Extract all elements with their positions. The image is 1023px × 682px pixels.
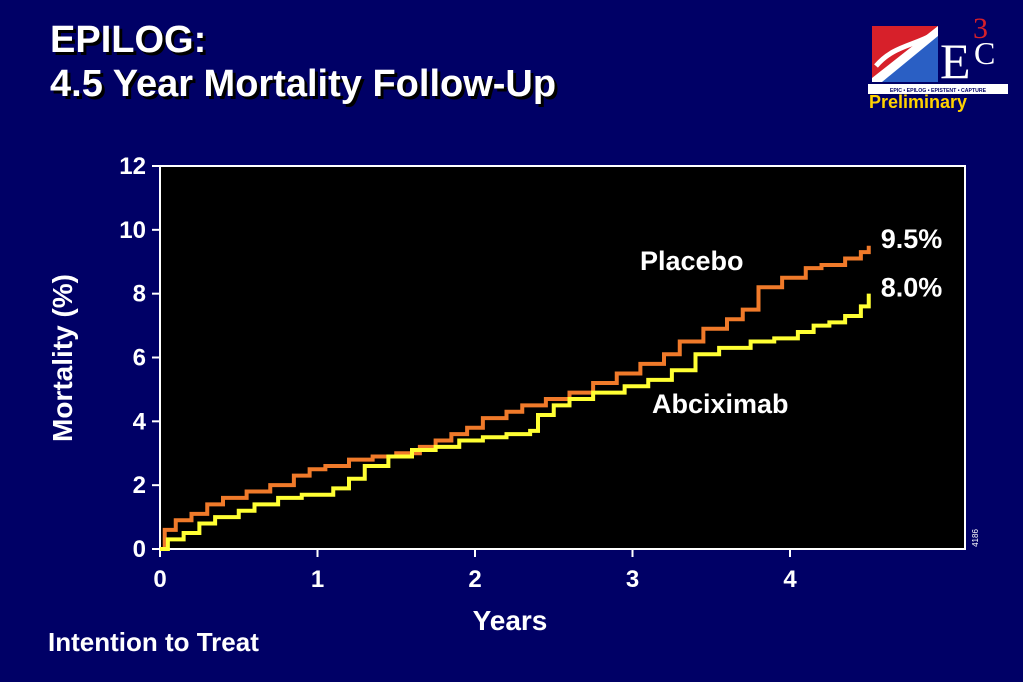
logo-letter-c: C (974, 35, 995, 71)
y-tick-label: 10 (119, 217, 146, 244)
series-label-abciximab: Abciximab (652, 389, 789, 419)
x-tick-label: 0 (153, 566, 166, 593)
end-value-label-abciximab: 8.0% (881, 273, 943, 303)
x-axis-title: Years (473, 605, 548, 636)
y-tick-label: 6 (133, 345, 146, 372)
y-tick-label: 2 (133, 472, 146, 499)
x-tick-label: 4 (783, 566, 797, 593)
e3c-logo-icon: EPIC • EPILOG • EPISTENT • CAPTURE E 3 C (868, 12, 1008, 94)
footnote: Intention to Treat (48, 627, 259, 657)
y-tick-label: 0 (133, 536, 146, 563)
title-line-1: EPILOG: (50, 19, 207, 61)
y-tick-label: 12 (119, 153, 146, 180)
logo-tagline: EPIC • EPILOG • EPISTENT • CAPTURE (890, 88, 987, 94)
y-tick-label: 8 (133, 281, 146, 308)
series-line-placebo (160, 245, 871, 551)
end-value-label-placebo: 9.5% (881, 224, 943, 254)
preliminary-badge: Preliminary (869, 92, 968, 112)
slide-title: EPILOG: 4.5 Year Mortality Follow-Up (50, 18, 556, 106)
logo-letter-e: E (940, 33, 971, 89)
title-line-2: 4.5 Year Mortality Follow-Up (50, 63, 557, 105)
slide-number: 4186 (971, 529, 980, 547)
series-line-abciximab (160, 293, 871, 551)
x-tick-label: 1 (311, 566, 324, 593)
y-tick-label: 4 (133, 408, 147, 435)
x-tick-label: 3 (626, 566, 639, 593)
logo-superscript: 3 (973, 12, 988, 45)
series-label-placebo: Placebo (640, 246, 744, 276)
y-axis-title: Mortality (%) (47, 274, 78, 442)
x-tick-label: 2 (468, 566, 481, 593)
plot-area (159, 165, 966, 550)
